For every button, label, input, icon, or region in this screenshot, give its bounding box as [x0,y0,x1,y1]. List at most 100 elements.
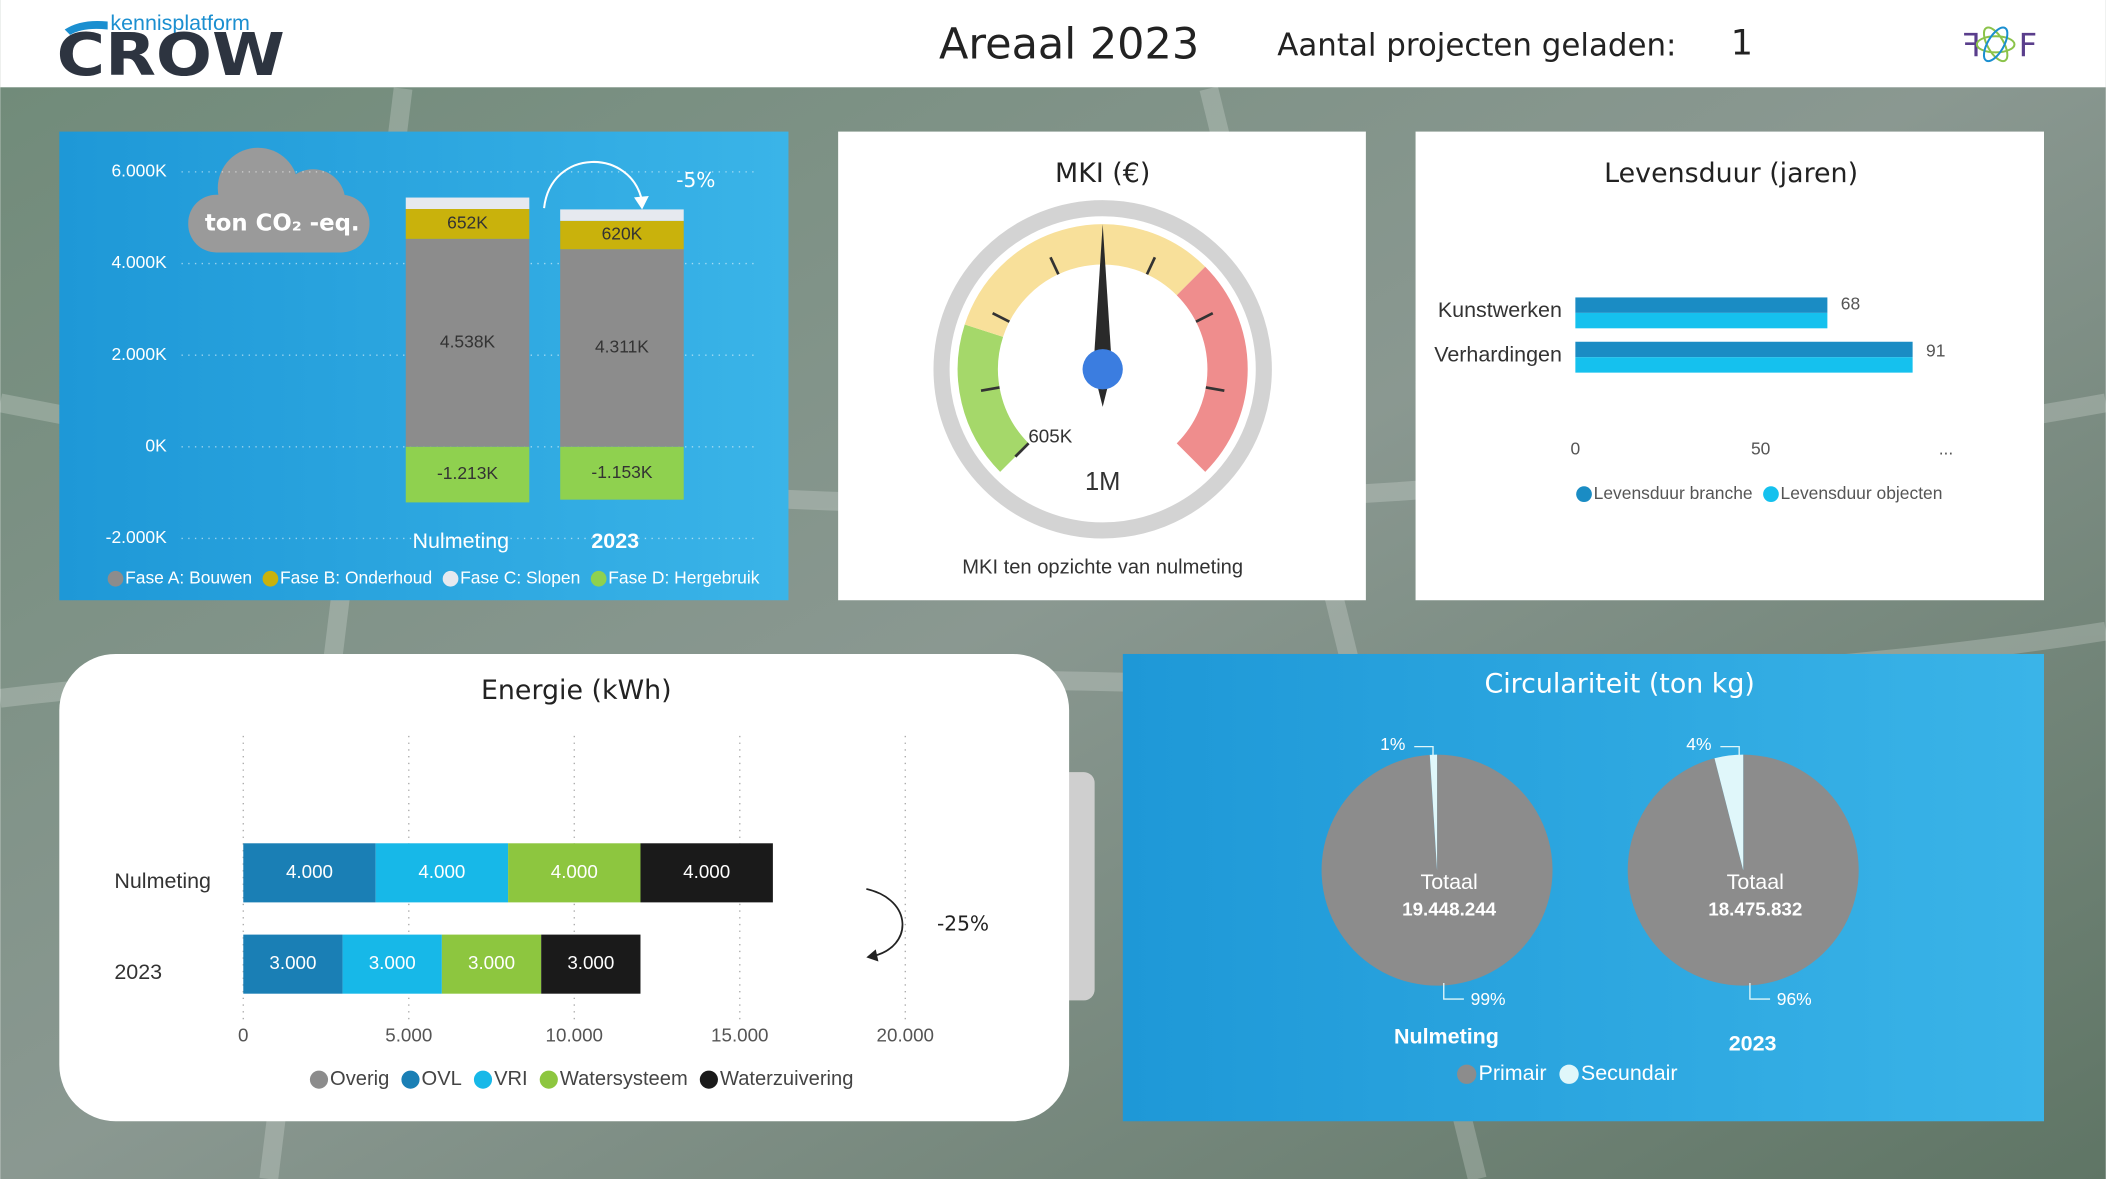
legend-label: Primair [1479,1061,1547,1085]
bar-segment [560,249,684,447]
pie-total: 19.448.244 [1402,898,1497,919]
leader-line [1414,745,1434,763]
legend-marker [473,1070,493,1089]
category-label: Nulmeting [114,869,211,893]
pie-value-label: 1% [1380,734,1405,754]
bar [1575,312,1828,329]
pie-value-label: 4% [1686,734,1711,754]
x-tick-label: 15.000 [711,1025,768,1046]
gauge-tick [1195,311,1214,323]
legend: Fase A: Bouwen Fase B: Onderhoud Fase C: S… [107,567,760,587]
x-tick-label: 0 [238,1025,248,1046]
logo-swoosh [64,20,108,35]
x-tick-label: ... [1939,438,1954,458]
bar [1575,297,1828,313]
leader-line [1749,982,1771,1000]
bar-value-label: 3.000 [567,952,614,973]
legend-marker [401,1070,420,1089]
bar-value-label: 4.311K [595,337,649,357]
legend-marker [107,570,124,587]
gauge-ring [933,200,1272,539]
bar-value-label: 68 [1841,293,1860,313]
gauge-tick [1014,442,1030,458]
pie-slice [1429,754,1438,871]
x-tick-label: Nulmeting [412,529,509,553]
legend-label: Fase A: Bouwen [125,567,252,587]
pie-slice [1321,754,1553,986]
bar-value-label: 620K [602,224,643,244]
co2-cloud [188,147,370,253]
bar-segment [342,934,442,994]
gauge-band [957,324,1030,472]
legend-marker [309,1070,329,1089]
legend-marker [539,1070,558,1089]
co2-arrow [543,160,644,209]
x-tick-label: 20.000 [877,1025,934,1046]
bar-segment [640,843,773,903]
bar-segment [405,208,530,239]
legend-label: Fase C: Slopen [460,567,580,587]
bar-value-label: 3.000 [468,952,515,973]
projects-count: 1 [1731,23,1753,63]
category-label: Verhardingen [1434,343,1562,367]
category-label: Kunstwerken [1438,298,1562,322]
gauge-tick [980,386,1000,393]
gauge-tick [1049,256,1060,275]
legend-label: Fase B: Onderhoud [280,567,432,587]
bar-value-label: 91 [1926,340,1945,360]
bar-segment [560,220,684,250]
legend-label: Fase D: Hergebruik [608,567,759,587]
partner-logo-atom [1975,26,2016,63]
gauge-tick [1205,386,1225,393]
co2-arrowhead [634,196,649,210]
pie-name: 2023 [1729,1031,1777,1055]
pie-center-label: Totaal [1420,870,1477,894]
legend-marker [590,570,607,587]
bar-segment [541,934,641,994]
legend-label: Overig [330,1068,389,1090]
bar-value-label: 652K [447,213,488,233]
bar-value-label: 4.000 [418,861,465,882]
logo-small: kennisplatform [110,11,250,35]
partner-logo-right: F [2019,26,2038,64]
logo: CROW [57,20,285,89]
gauge-band [1176,266,1248,472]
legend-label: Waterzuivering [720,1068,853,1090]
bar-value-label: 4.000 [286,861,333,882]
gauge-title: MKI (€) [1055,158,1150,189]
bar-segment [243,934,343,994]
legend: Primair Secundair [1457,1061,1678,1085]
bar-value-label: 4.000 [683,861,730,882]
bar-value-label: -1.213K [437,463,498,483]
gauge-hub [1082,349,1123,390]
partner-logo-left: F [1962,26,1981,64]
y-tick-label: 0K [145,435,167,455]
legend-marker [1576,486,1592,503]
legend-label: Secundair [1581,1061,1678,1085]
legend: Overig OVL VRI Watersysteem Waterzuivering [309,1068,853,1090]
y-tick-label: 2.000K [111,344,167,364]
gauge-subtitle: MKI ten opzichte van nulmeting [962,556,1243,578]
bar-value-label: 3.000 [369,952,416,973]
energie-title: Energie (kWh) [481,675,672,706]
bar-segment [405,446,530,503]
leader-line [1443,982,1464,1000]
legend-marker [442,570,459,587]
legend-marker [1559,1064,1579,1084]
bar-segment [375,843,509,903]
category-label: 2023 [114,960,162,984]
gauge-min-label: 605K [1028,426,1072,447]
projects-label: Aantal projecten geladen: [1277,27,1676,63]
bar-value-label: 3.000 [269,952,316,973]
circulariteit-title: Circulariteit (ton kg) [1484,668,1754,699]
pie-total: 18.475.832 [1708,898,1802,919]
leader-line [1720,745,1740,763]
co2-annotation: -5% [676,168,715,192]
y-tick-label: 4.000K [111,252,167,272]
x-tick-label: 2023 [591,529,639,553]
pie-center-label: Totaal [1727,870,1784,894]
page-title: Areaal 2023 [939,19,1199,69]
bar-segment [441,934,542,994]
